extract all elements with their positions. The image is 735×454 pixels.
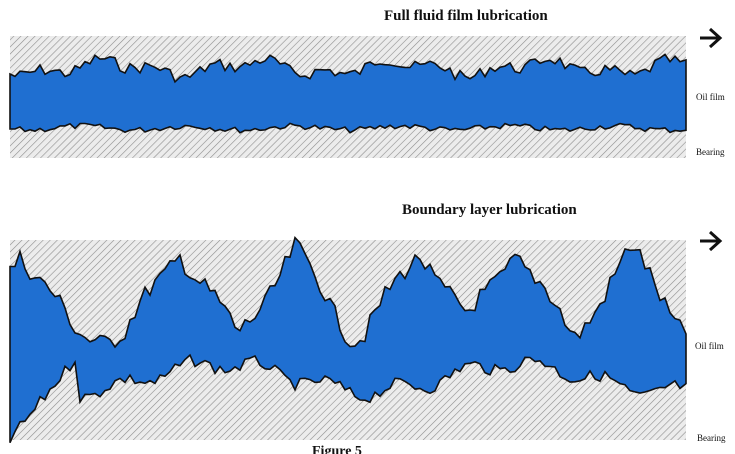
bearing-label-boundary: Bearing xyxy=(697,433,726,443)
arrow-right-icon xyxy=(700,230,723,252)
bearing-label-full: Bearing xyxy=(696,147,725,157)
oil-film-label-full: Oil film xyxy=(696,92,725,102)
panel-title-boundary: Boundary layer lubrication xyxy=(402,202,577,218)
arrow-right-icon xyxy=(700,27,723,49)
full-film-oil-film xyxy=(9,53,687,134)
oil-film-label-boundary: Oil film xyxy=(695,341,724,351)
boundary-layer-oil-film xyxy=(9,235,687,444)
figure-caption: Figure 5 xyxy=(312,444,362,454)
panel-title-full-film: Full fluid film lubrication xyxy=(384,8,548,24)
